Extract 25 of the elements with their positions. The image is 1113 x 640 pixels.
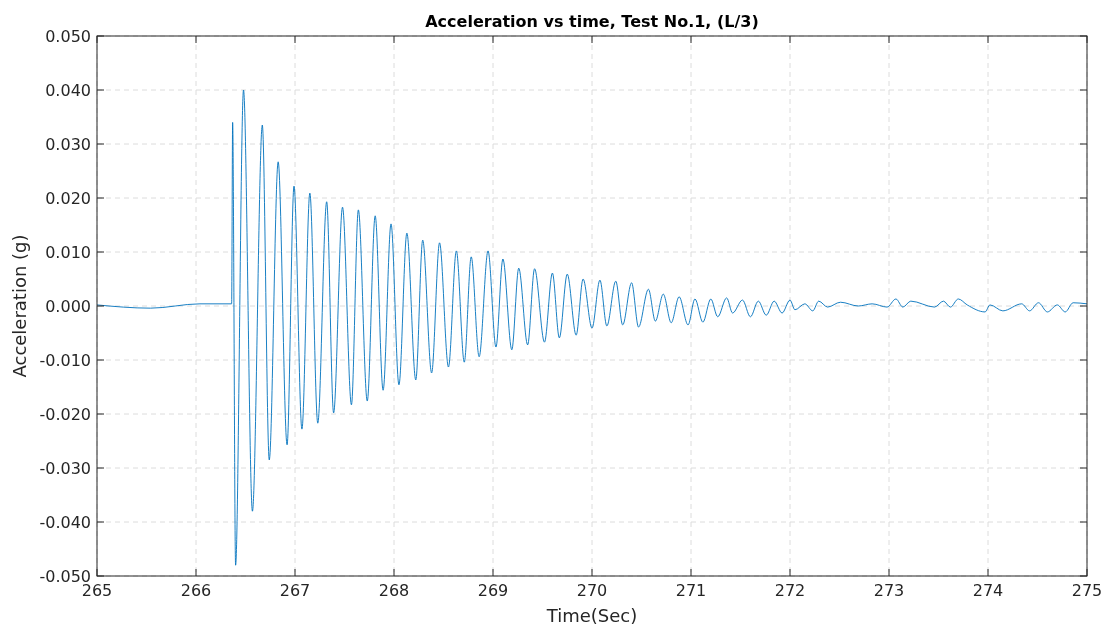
x-tick-label: 275 (1071, 581, 1103, 600)
y-tick-label: -0.010 (39, 350, 91, 370)
x-tick-label: 273 (873, 581, 905, 600)
y-axis-title: Acceleration (g) (9, 234, 30, 378)
x-tick-label: 271 (675, 581, 707, 600)
y-tick-label: 0.000 (45, 296, 91, 316)
x-tick-label: 270 (576, 581, 608, 600)
x-tick-label: 265 (81, 581, 113, 600)
x-tick-label: 274 (972, 581, 1004, 600)
x-tick-label: 267 (279, 581, 311, 600)
y-tick-label: -0.040 (39, 512, 91, 532)
y-tick-label: 0.020 (45, 188, 91, 208)
y-tick-label: 0.040 (45, 80, 91, 100)
x-tick-label: 269 (477, 581, 509, 600)
x-tick-label: 266 (180, 581, 212, 600)
y-tick-label: -0.020 (39, 404, 91, 424)
y-tick-label: 0.050 (45, 26, 91, 46)
y-tick-label: -0.030 (39, 458, 91, 478)
y-tick-label: 0.010 (45, 242, 91, 262)
chart-title: Acceleration vs time, Test No.1, (L/3) (425, 12, 759, 31)
x-tick-label: 268 (378, 581, 410, 600)
line-series (96, 89, 1088, 566)
x-tick-label: 272 (774, 581, 806, 600)
y-tick-label: 0.030 (45, 134, 91, 154)
x-axis-title: Time(Sec) (545, 605, 638, 626)
